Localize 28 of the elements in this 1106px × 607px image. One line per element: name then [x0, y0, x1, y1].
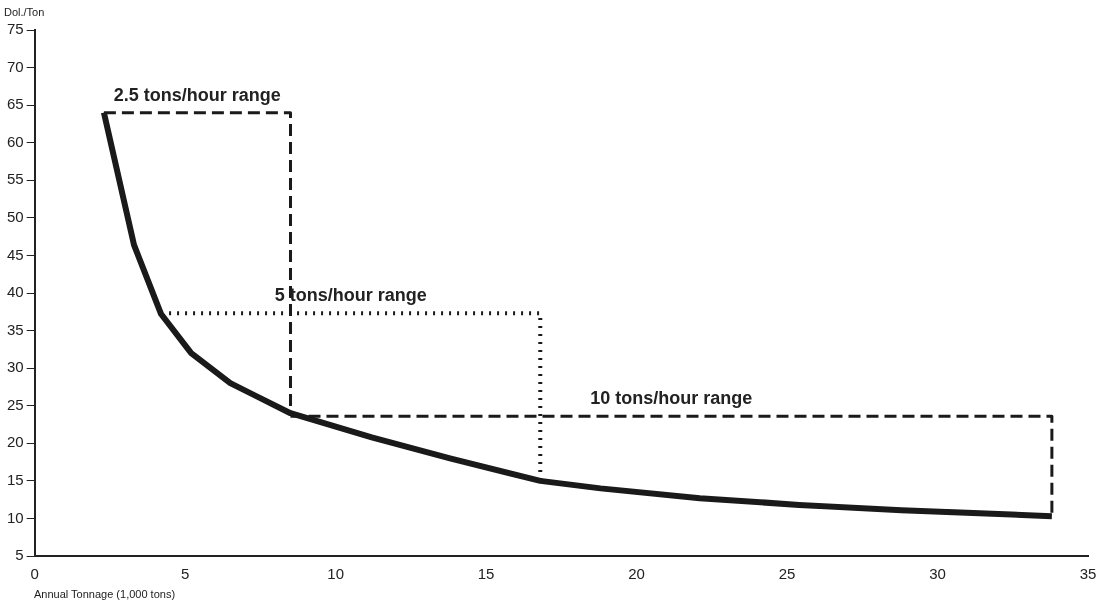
x-axis-title: Annual Tonnage (1,000 tons) — [34, 588, 176, 600]
x-tick-label: 20 — [628, 565, 645, 583]
x-tick-label: 30 — [929, 565, 946, 583]
y-tick-label: 65 — [7, 95, 24, 113]
y-tick-label: 25 — [7, 395, 24, 413]
series-label: 2.5 tons/hour range — [113, 84, 281, 105]
x-tick-label: 0 — [30, 565, 39, 583]
y-tick-label: 50 — [7, 208, 24, 225]
y-tick-label: 70 — [7, 57, 24, 75]
x-tick-label: 35 — [1079, 565, 1097, 583]
x-tick-label: 5 — [180, 565, 190, 583]
series-label: 10 tons/hour range — [590, 388, 753, 409]
y-tick-label: 5 — [15, 546, 24, 564]
y-tick-label: 55 — [7, 170, 24, 188]
y-tick-label: 10 — [7, 508, 24, 526]
y-tick-label: 30 — [7, 358, 24, 376]
y-tick-label: 35 — [7, 320, 24, 338]
x-tick-label: 15 — [477, 565, 495, 583]
y-tick-label: 20 — [7, 433, 24, 451]
y-tick-label: 45 — [7, 245, 24, 263]
y-axis-title: Dol./Ton — [4, 6, 45, 18]
y-tick-label: 75 — [7, 20, 24, 38]
y-tick-label: 40 — [7, 283, 24, 301]
y-tick-label: 15 — [7, 471, 24, 488]
x-tick-label: 10 — [327, 565, 344, 583]
x-tick-label: 25 — [778, 565, 796, 583]
y-tick-label: 60 — [7, 132, 24, 150]
series-label: 5 tons/hour range — [274, 285, 427, 306]
